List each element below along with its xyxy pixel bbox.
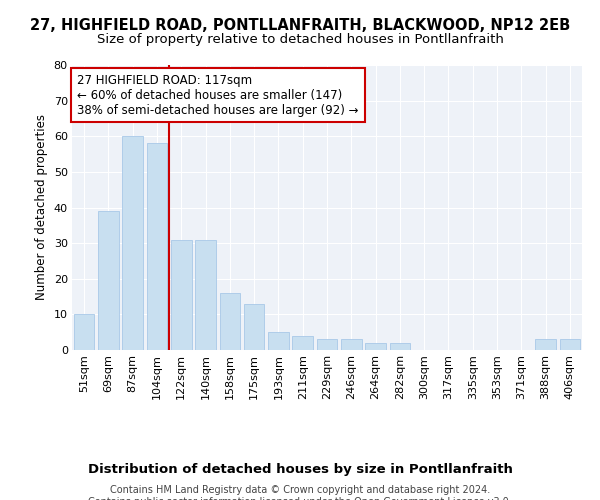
Text: Size of property relative to detached houses in Pontllanfraith: Size of property relative to detached ho… [97, 32, 503, 46]
Bar [220, 293, 240, 350]
Bar [268, 332, 289, 350]
Bar [122, 136, 143, 350]
Bar [389, 343, 410, 350]
Bar [98, 211, 119, 350]
Bar [146, 144, 167, 350]
Bar [292, 336, 313, 350]
Text: Distribution of detached houses by size in Pontllanfraith: Distribution of detached houses by size … [88, 462, 512, 475]
Bar [341, 340, 362, 350]
Bar [195, 240, 216, 350]
Bar [560, 340, 580, 350]
Bar [535, 340, 556, 350]
Bar [365, 343, 386, 350]
Bar [244, 304, 265, 350]
Text: Contains HM Land Registry data © Crown copyright and database right 2024.
Contai: Contains HM Land Registry data © Crown c… [88, 485, 512, 500]
Y-axis label: Number of detached properties: Number of detached properties [35, 114, 48, 300]
Text: 27, HIGHFIELD ROAD, PONTLLANFRAITH, BLACKWOOD, NP12 2EB: 27, HIGHFIELD ROAD, PONTLLANFRAITH, BLAC… [30, 18, 570, 32]
Bar [171, 240, 191, 350]
Bar [317, 340, 337, 350]
Text: 27 HIGHFIELD ROAD: 117sqm
← 60% of detached houses are smaller (147)
38% of semi: 27 HIGHFIELD ROAD: 117sqm ← 60% of detac… [77, 74, 359, 116]
Bar [74, 314, 94, 350]
